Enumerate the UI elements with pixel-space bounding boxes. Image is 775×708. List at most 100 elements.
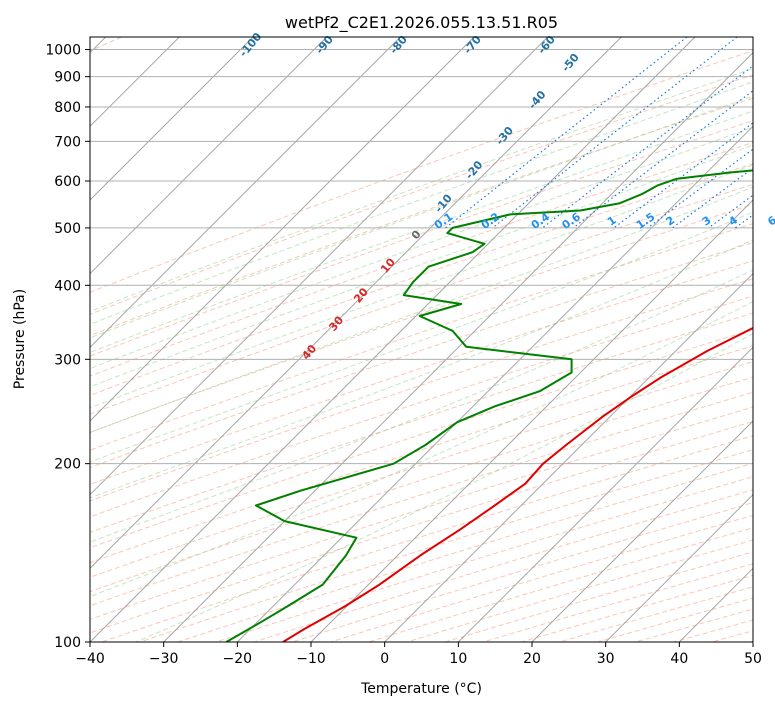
moist-adiabat — [90, 110, 753, 354]
axes: −40 −30 −20 −10 0 10 20 30 40 5010020030040050060… — [45, 43, 762, 667]
background-lines — [90, 37, 753, 642]
x-tick-label: −30 — [149, 651, 179, 667]
dry-adiabat — [90, 163, 753, 396]
y-tick-label: 200 — [54, 457, 81, 473]
dry-adiabat — [90, 376, 753, 593]
dry-adiabat — [90, 74, 753, 315]
dry-adiabat-label: -90 — [313, 33, 336, 57]
line-labels: 0.10.20.40.611.52346810131620253036-100-… — [237, 30, 775, 362]
dry-adiabat — [90, 97, 753, 337]
dry-adiabat-label: 10 — [378, 255, 398, 275]
moist-adiabat — [90, 126, 753, 370]
dry-adiabat — [90, 278, 753, 502]
dry-adiabat-label: -10 — [432, 191, 455, 215]
isotherm — [90, 37, 549, 496]
dry-adiabat-label: -20 — [463, 158, 486, 182]
dry-adiabat — [673, 619, 753, 642]
dry-adiabat — [330, 514, 753, 642]
x-tick-label: 30 — [597, 651, 615, 667]
y-tick-label: 900 — [54, 70, 81, 86]
dry-adiabat — [292, 502, 753, 642]
sounding-lines — [225, 169, 753, 642]
moist-adiabat — [90, 211, 753, 463]
moist-adiabat — [90, 144, 753, 388]
dry-adiabat — [90, 391, 753, 607]
isotherm — [90, 37, 254, 201]
moist-adiabat — [90, 95, 753, 339]
dry-adiabat-label: 30 — [326, 313, 346, 333]
moist-adiabat — [90, 186, 753, 434]
isotherm — [531, 420, 753, 642]
dry-adiabat — [444, 551, 753, 642]
x-tick-label: 10 — [449, 651, 467, 667]
mixing-ratio-label: 4 — [726, 213, 740, 228]
dry-adiabat — [90, 50, 753, 293]
x-tick-label: 40 — [670, 651, 688, 667]
mixing-ratio-label: 0.2 — [479, 210, 502, 232]
dry-adiabat-label: -30 — [493, 124, 516, 148]
dry-adiabat — [597, 597, 753, 642]
moist-adiabat — [90, 239, 753, 499]
isotherm — [236, 125, 753, 642]
dry-adiabat — [90, 223, 753, 451]
dry-adiabat — [90, 120, 753, 357]
dry-adiabat — [90, 142, 753, 377]
y-tick-label: 800 — [54, 100, 81, 116]
dewpoint-line — [225, 169, 753, 642]
isotherm — [90, 37, 696, 642]
dry-adiabat — [101, 435, 753, 642]
x-tick-label: −20 — [223, 651, 253, 667]
dry-adiabat — [177, 462, 753, 642]
x-tick-label: 0 — [380, 651, 389, 667]
y-tick-label: 500 — [54, 221, 81, 237]
moist-adiabat — [90, 300, 753, 597]
temperature-line — [282, 326, 753, 642]
dry-adiabat — [90, 260, 753, 485]
dry-adiabat-label: -80 — [387, 33, 410, 57]
dry-adiabat — [635, 608, 753, 642]
y-tick-label: 1000 — [45, 43, 81, 59]
moist-adiabat — [90, 164, 753, 409]
moist-adiabat — [90, 269, 753, 543]
mixing-ratio-line — [445, 37, 688, 229]
isotherm — [605, 493, 753, 642]
y-tick-label: 400 — [54, 278, 81, 294]
isotherm — [678, 567, 753, 642]
isotherm — [90, 37, 401, 349]
isotherm — [310, 199, 753, 642]
y-tick-label: 300 — [54, 352, 81, 368]
dry-adiabat — [90, 361, 753, 578]
isotherm — [457, 346, 753, 642]
dry-adiabat-label: -70 — [461, 33, 484, 57]
dry-adiabat — [711, 630, 753, 642]
isotherm — [90, 37, 622, 570]
isotherm — [752, 641, 753, 642]
mixing-ratio-line — [492, 37, 738, 229]
dry-adiabat-label: -40 — [526, 88, 549, 112]
moist-adiabat — [90, 67, 753, 313]
dry-adiabat — [90, 345, 753, 564]
dry-adiabat — [215, 476, 753, 642]
y-tick-label: 600 — [54, 174, 81, 190]
dry-adiabat — [750, 640, 753, 642]
dry-adiabat-label: -100 — [237, 30, 265, 60]
dry-adiabat — [90, 203, 753, 433]
dry-adiabat — [90, 329, 753, 549]
mixing-ratio-label: 6 — [765, 213, 775, 228]
x-tick-label: 20 — [523, 651, 541, 667]
plot-frame — [89, 36, 754, 643]
moist-adiabat — [90, 81, 753, 325]
isotherm — [163, 51, 753, 642]
isotherm — [90, 37, 328, 275]
mixing-ratio-line — [572, 89, 753, 229]
dry-adiabat — [90, 241, 753, 469]
dry-adiabat-label: 0 — [409, 228, 424, 242]
x-tick-label: 50 — [744, 651, 762, 667]
y-tick-label: 100 — [54, 635, 81, 651]
mixing-ratio-label: 2 — [664, 214, 678, 229]
isotherm — [90, 37, 475, 422]
y-tick-label: 700 — [54, 134, 81, 150]
dry-adiabat-label: -60 — [535, 33, 558, 57]
mixing-ratio-line — [647, 148, 753, 229]
